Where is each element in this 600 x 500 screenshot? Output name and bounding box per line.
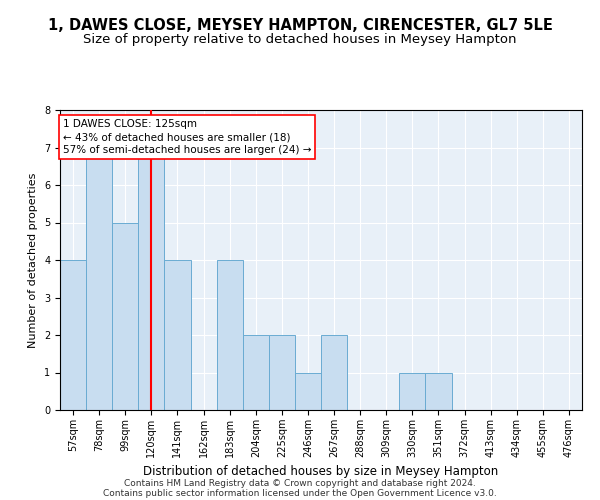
Text: Contains public sector information licensed under the Open Government Licence v3: Contains public sector information licen… bbox=[103, 489, 497, 498]
Bar bbox=[112, 222, 139, 410]
Bar bbox=[164, 260, 191, 410]
Bar bbox=[86, 148, 112, 410]
Text: Contains HM Land Registry data © Crown copyright and database right 2024.: Contains HM Land Registry data © Crown c… bbox=[124, 478, 476, 488]
X-axis label: Distribution of detached houses by size in Meysey Hampton: Distribution of detached houses by size … bbox=[143, 466, 499, 478]
Bar bbox=[60, 260, 86, 410]
Bar bbox=[269, 335, 295, 410]
Text: 1, DAWES CLOSE, MEYSEY HAMPTON, CIRENCESTER, GL7 5LE: 1, DAWES CLOSE, MEYSEY HAMPTON, CIRENCES… bbox=[47, 18, 553, 32]
Text: 1 DAWES CLOSE: 125sqm
← 43% of detached houses are smaller (18)
57% of semi-deta: 1 DAWES CLOSE: 125sqm ← 43% of detached … bbox=[62, 119, 311, 156]
Bar bbox=[217, 260, 243, 410]
Bar bbox=[400, 372, 425, 410]
Bar bbox=[242, 335, 269, 410]
Bar bbox=[425, 372, 452, 410]
Bar bbox=[139, 148, 164, 410]
Bar bbox=[295, 372, 321, 410]
Y-axis label: Number of detached properties: Number of detached properties bbox=[28, 172, 38, 348]
Text: Size of property relative to detached houses in Meysey Hampton: Size of property relative to detached ho… bbox=[83, 32, 517, 46]
Bar bbox=[321, 335, 347, 410]
